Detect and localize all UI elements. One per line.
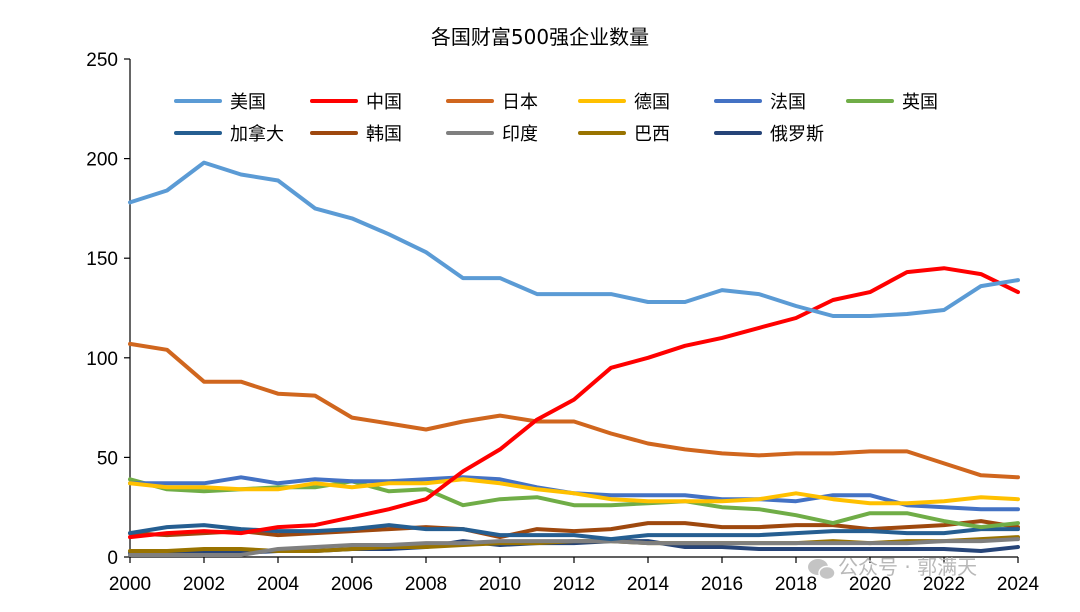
- watermark: 公众号 · 郭满天: [808, 555, 977, 581]
- series-line-印度: [128, 537, 1020, 557]
- legend-label: 印度: [502, 124, 538, 145]
- legend-label: 俄罗斯: [770, 124, 824, 145]
- x-tick-label: 2000: [109, 574, 151, 595]
- x-tick-label: 2004: [257, 574, 300, 595]
- legend-item: 俄罗斯: [714, 124, 824, 145]
- x-tick-label: 2024: [997, 574, 1040, 595]
- y-tick-label: 0: [107, 548, 118, 569]
- series-line-日本: [128, 341, 1020, 480]
- legend-label: 韩国: [366, 124, 402, 145]
- x-tick-label: 2012: [553, 574, 595, 595]
- series-line-加拿大: [128, 523, 1020, 542]
- legend-item: 印度: [446, 124, 538, 145]
- watermark-text: 公众号 · 郭满天: [838, 555, 977, 579]
- x-tick-label: 2010: [479, 574, 521, 595]
- x-tick-label: 2016: [701, 574, 743, 595]
- x-tick-label: 2002: [183, 574, 225, 595]
- legend-item: 韩国: [310, 124, 402, 145]
- chart-title: 各国财富500强企业数量: [431, 25, 649, 49]
- legend-label: 英国: [902, 92, 938, 113]
- x-tick-label: 2022: [923, 574, 965, 595]
- axes: 0 50 100 150 200 250 2000 2002 2004 2006 2008 2010 2…: [86, 50, 1039, 595]
- x-tick-label: 2006: [331, 574, 373, 595]
- legend-label: 加拿大: [230, 123, 284, 145]
- y-tick-label: 100: [86, 349, 118, 370]
- wechat-icon: [808, 559, 836, 581]
- series-line-中国: [128, 266, 1020, 540]
- legend-item: 德国: [578, 92, 670, 113]
- legend-label: 德国: [634, 92, 670, 113]
- y-tick-label: 250: [86, 50, 118, 71]
- series-layer: [128, 160, 1020, 557]
- x-tick-label: 2020: [849, 574, 891, 595]
- series-line-德国: [128, 477, 1020, 506]
- legend-item: 英国: [846, 92, 938, 113]
- legend-label: 美国: [230, 92, 266, 113]
- x-tick-label: 2014: [627, 574, 670, 595]
- x-tick-label: 2008: [405, 574, 447, 595]
- series-line-美国: [128, 160, 1020, 318]
- y-tick-label: 50: [97, 448, 118, 469]
- y-tick-label: 200: [86, 150, 118, 171]
- x-tick-label: 2018: [775, 574, 817, 595]
- legend-label: 中国: [366, 92, 402, 113]
- legend-item: 巴西: [578, 124, 670, 145]
- legend-label: 巴西: [634, 124, 670, 145]
- legend-item: 加拿大: [174, 123, 284, 145]
- legend-item: 日本: [446, 92, 538, 113]
- legend-item: 中国: [310, 92, 402, 113]
- legend-item: 美国: [174, 92, 266, 113]
- legend-label: 法国: [770, 92, 806, 113]
- legend-item: 法国: [714, 92, 806, 113]
- y-tick-label: 150: [86, 249, 118, 270]
- legend-label: 日本: [502, 92, 538, 113]
